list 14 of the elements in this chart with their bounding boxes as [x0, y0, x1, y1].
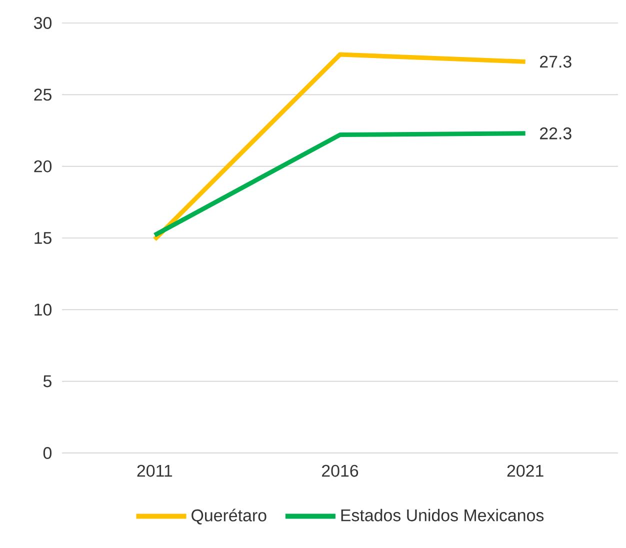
x-tick-label: 2021	[507, 464, 544, 477]
data-label: 22.3	[540, 127, 572, 140]
y-tick-label: 0	[43, 447, 52, 459]
y-tick-label: 15	[34, 232, 52, 244]
y-tick-label: 5	[43, 375, 52, 388]
legend-label: Querétaro	[192, 508, 266, 524]
y-tick-label: 20	[34, 160, 52, 172]
legend-label: Estados Unidos Mexicanos	[341, 508, 544, 522]
y-tick-label: 30	[34, 17, 52, 29]
data-label: 27.3	[540, 56, 572, 68]
y-tick-label: 10	[34, 304, 52, 316]
x-tick-label: 2011	[137, 464, 172, 477]
x-tick-label: 2016	[322, 464, 358, 477]
y-tick-label: 25	[34, 88, 52, 101]
